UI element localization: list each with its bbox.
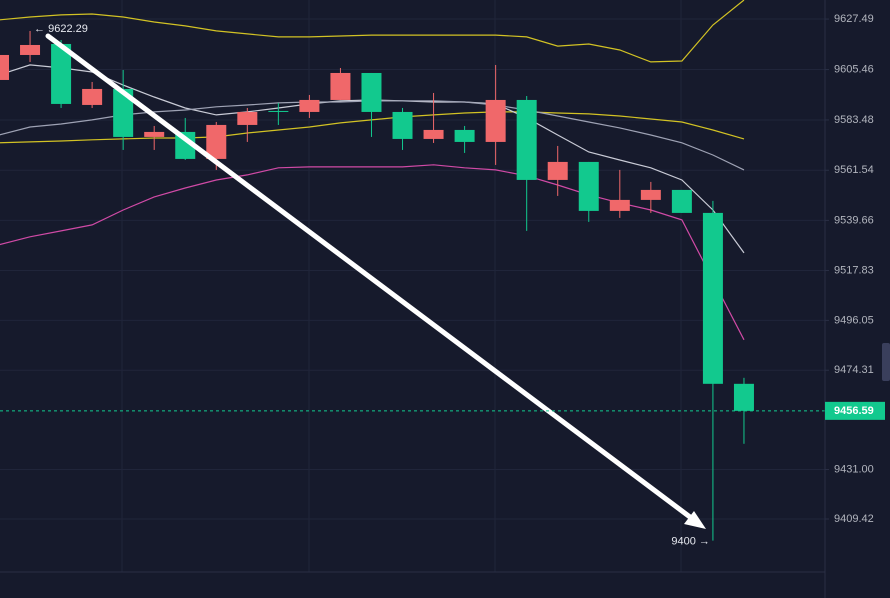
arrow-shaft (45, 33, 697, 523)
y-tick-label: 9496.05 (834, 314, 874, 326)
candle-body (206, 124, 227, 159)
trend-arrow (45, 33, 706, 529)
candle-body (20, 44, 41, 55)
y-tick-label: 9561.54 (834, 164, 874, 176)
arrow-head (684, 511, 706, 529)
candle-body (82, 88, 103, 105)
y-tick-label: 9539.66 (834, 214, 874, 226)
candle-body (516, 99, 537, 180)
candle-body (0, 54, 9, 80)
candle-body (578, 161, 599, 211)
candles (0, 30, 754, 541)
candle-body (268, 110, 289, 112)
candle-body (702, 212, 723, 384)
candle-body (175, 131, 196, 159)
candle-body (733, 383, 754, 411)
last-price-box (825, 401, 885, 420)
y-tick-label: 9409.42 (834, 513, 874, 525)
candle-body (547, 161, 568, 180)
last-price-label: 9456.59 (834, 405, 874, 417)
candle-body (423, 129, 444, 139)
low-label: 9400 → (671, 535, 710, 547)
y-tick-label: 9474.31 (834, 364, 874, 376)
grid (0, 18, 825, 520)
candle-body (51, 43, 72, 104)
candle-body (485, 99, 506, 142)
candle-body (454, 129, 475, 142)
y-tick-label: 9627.49 (834, 13, 874, 25)
annotations: ← 9622.29 9400 → (0, 23, 825, 547)
candle-body (237, 111, 258, 125)
price-axis: 9627.49 9605.46 9583.48 9561.54 9539.66 9517.… (825, 13, 885, 525)
candle-body (299, 99, 320, 112)
side-tab[interactable] (882, 343, 890, 381)
candle-body (609, 199, 630, 211)
candle-body (330, 72, 351, 100)
candle-body (392, 111, 413, 139)
candle-body (640, 189, 661, 200)
high-label: ← 9622.29 (34, 23, 88, 35)
y-tick-label: 9431.00 (834, 463, 874, 475)
y-tick-label: 9583.48 (834, 114, 874, 126)
indicator-line (0, 0, 745, 63)
y-tick-label: 9605.46 (834, 63, 874, 75)
candle-body (361, 72, 382, 112)
candle-body (144, 131, 165, 137)
candle-body (671, 189, 692, 213)
candle-body (113, 88, 134, 137)
y-tick-label: 9517.83 (834, 264, 874, 276)
